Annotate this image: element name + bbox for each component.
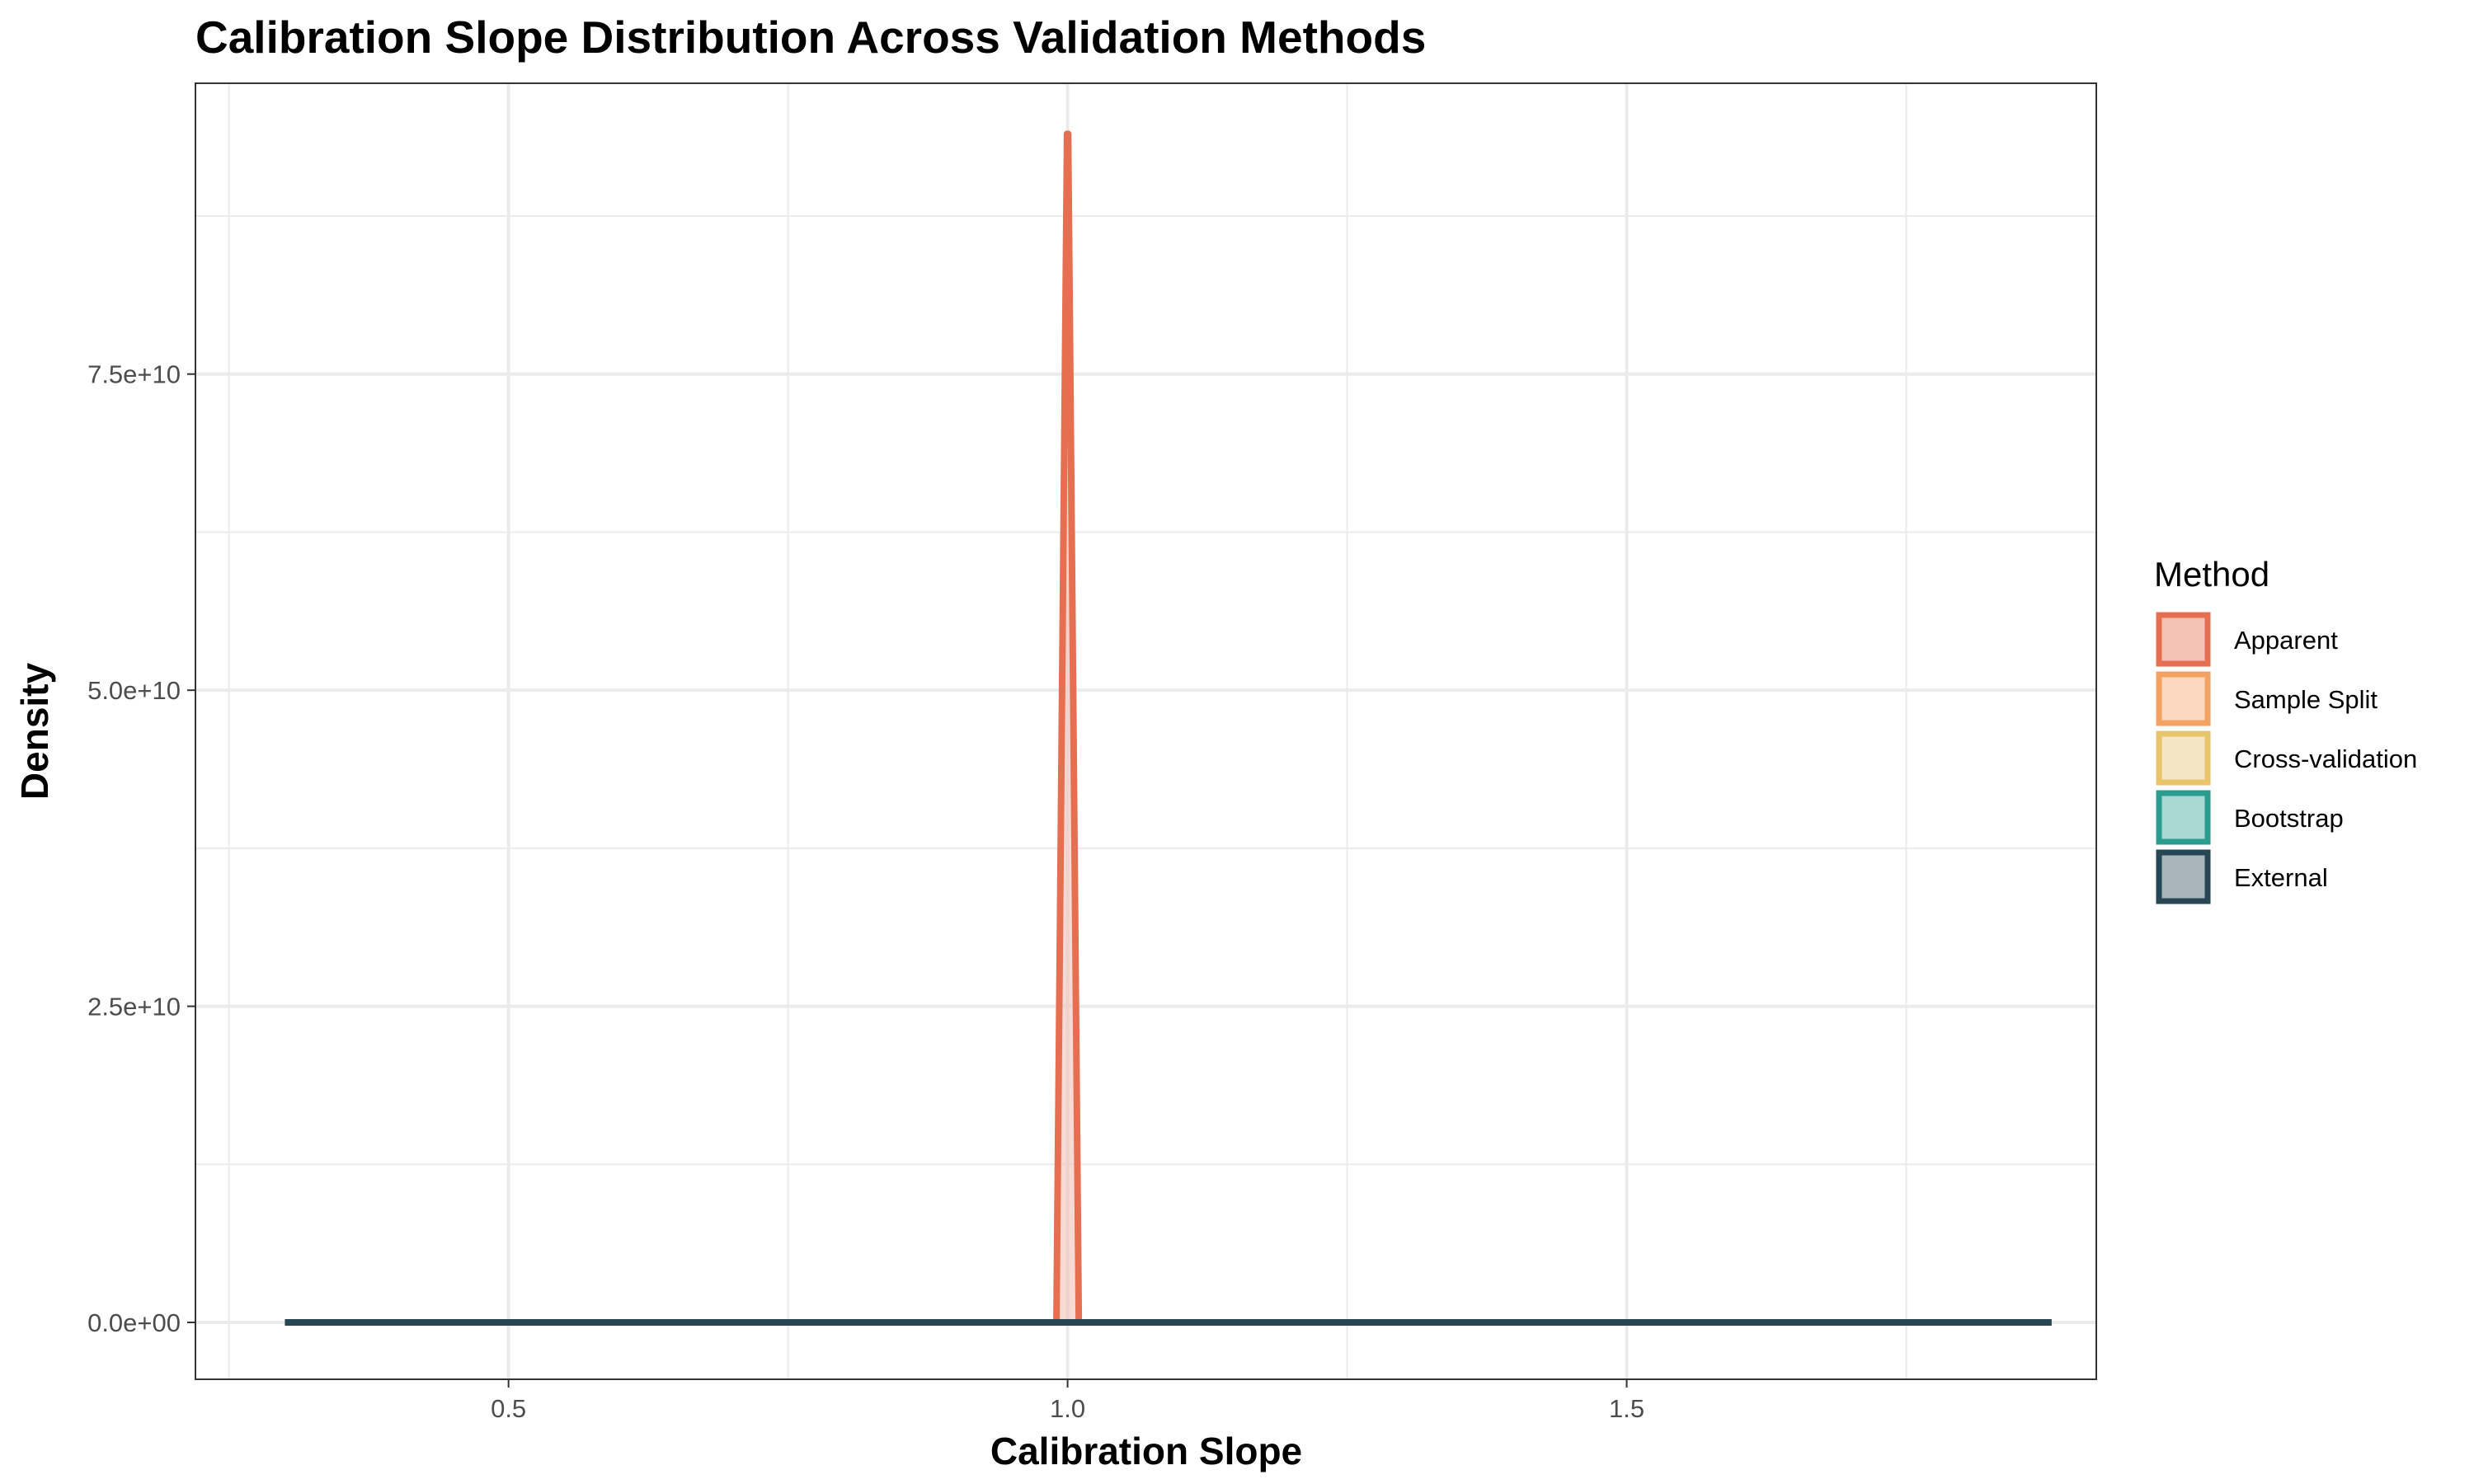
x-tick-label: 0.5 [491, 1394, 526, 1423]
legend-label-sample-split: Sample Split [2234, 685, 2378, 714]
y-axis-title: Density [13, 663, 56, 801]
y-tick-label: 7.5e+10 [87, 360, 181, 389]
legend-label-apparent: Apparent [2234, 626, 2338, 655]
legend-key-sample-split [2156, 671, 2211, 726]
legend: Method Apparent Sample Split Cross-validat… [2154, 555, 2417, 904]
legend-key-cross-validation [2156, 730, 2211, 786]
y-tick-label: 5.0e+10 [87, 676, 181, 705]
legend-key-bootstrap [2156, 790, 2211, 845]
series-layer [285, 130, 2052, 1326]
legend-label-cross-validation: Cross-validation [2234, 744, 2417, 773]
legend-key-apparent [2156, 612, 2211, 667]
x-tick-label: 1.0 [1050, 1394, 1085, 1423]
y-tick-label: 0.0e+00 [87, 1308, 181, 1337]
minor-gridlines [195, 83, 2096, 1379]
legend-key-external [2156, 849, 2211, 904]
legend-title: Method [2154, 555, 2269, 594]
x-axis-title: Calibration Slope [990, 1430, 1302, 1472]
legend-label-bootstrap: Bootstrap [2234, 804, 2344, 833]
x-axis: 0.5 1.0 1.5 [491, 1379, 1644, 1423]
legend-label-external: External [2234, 863, 2328, 892]
y-tick-label: 2.5e+10 [87, 993, 181, 1021]
plot-border [195, 82, 2097, 1380]
chart-title: Calibration Slope Distribution Across Va… [195, 12, 1426, 63]
plot-background [195, 83, 2096, 1379]
x-tick-label: 1.5 [1609, 1394, 1644, 1423]
y-axis: 0.0e+00 2.5e+10 5.0e+10 7.5e+10 [87, 360, 195, 1337]
